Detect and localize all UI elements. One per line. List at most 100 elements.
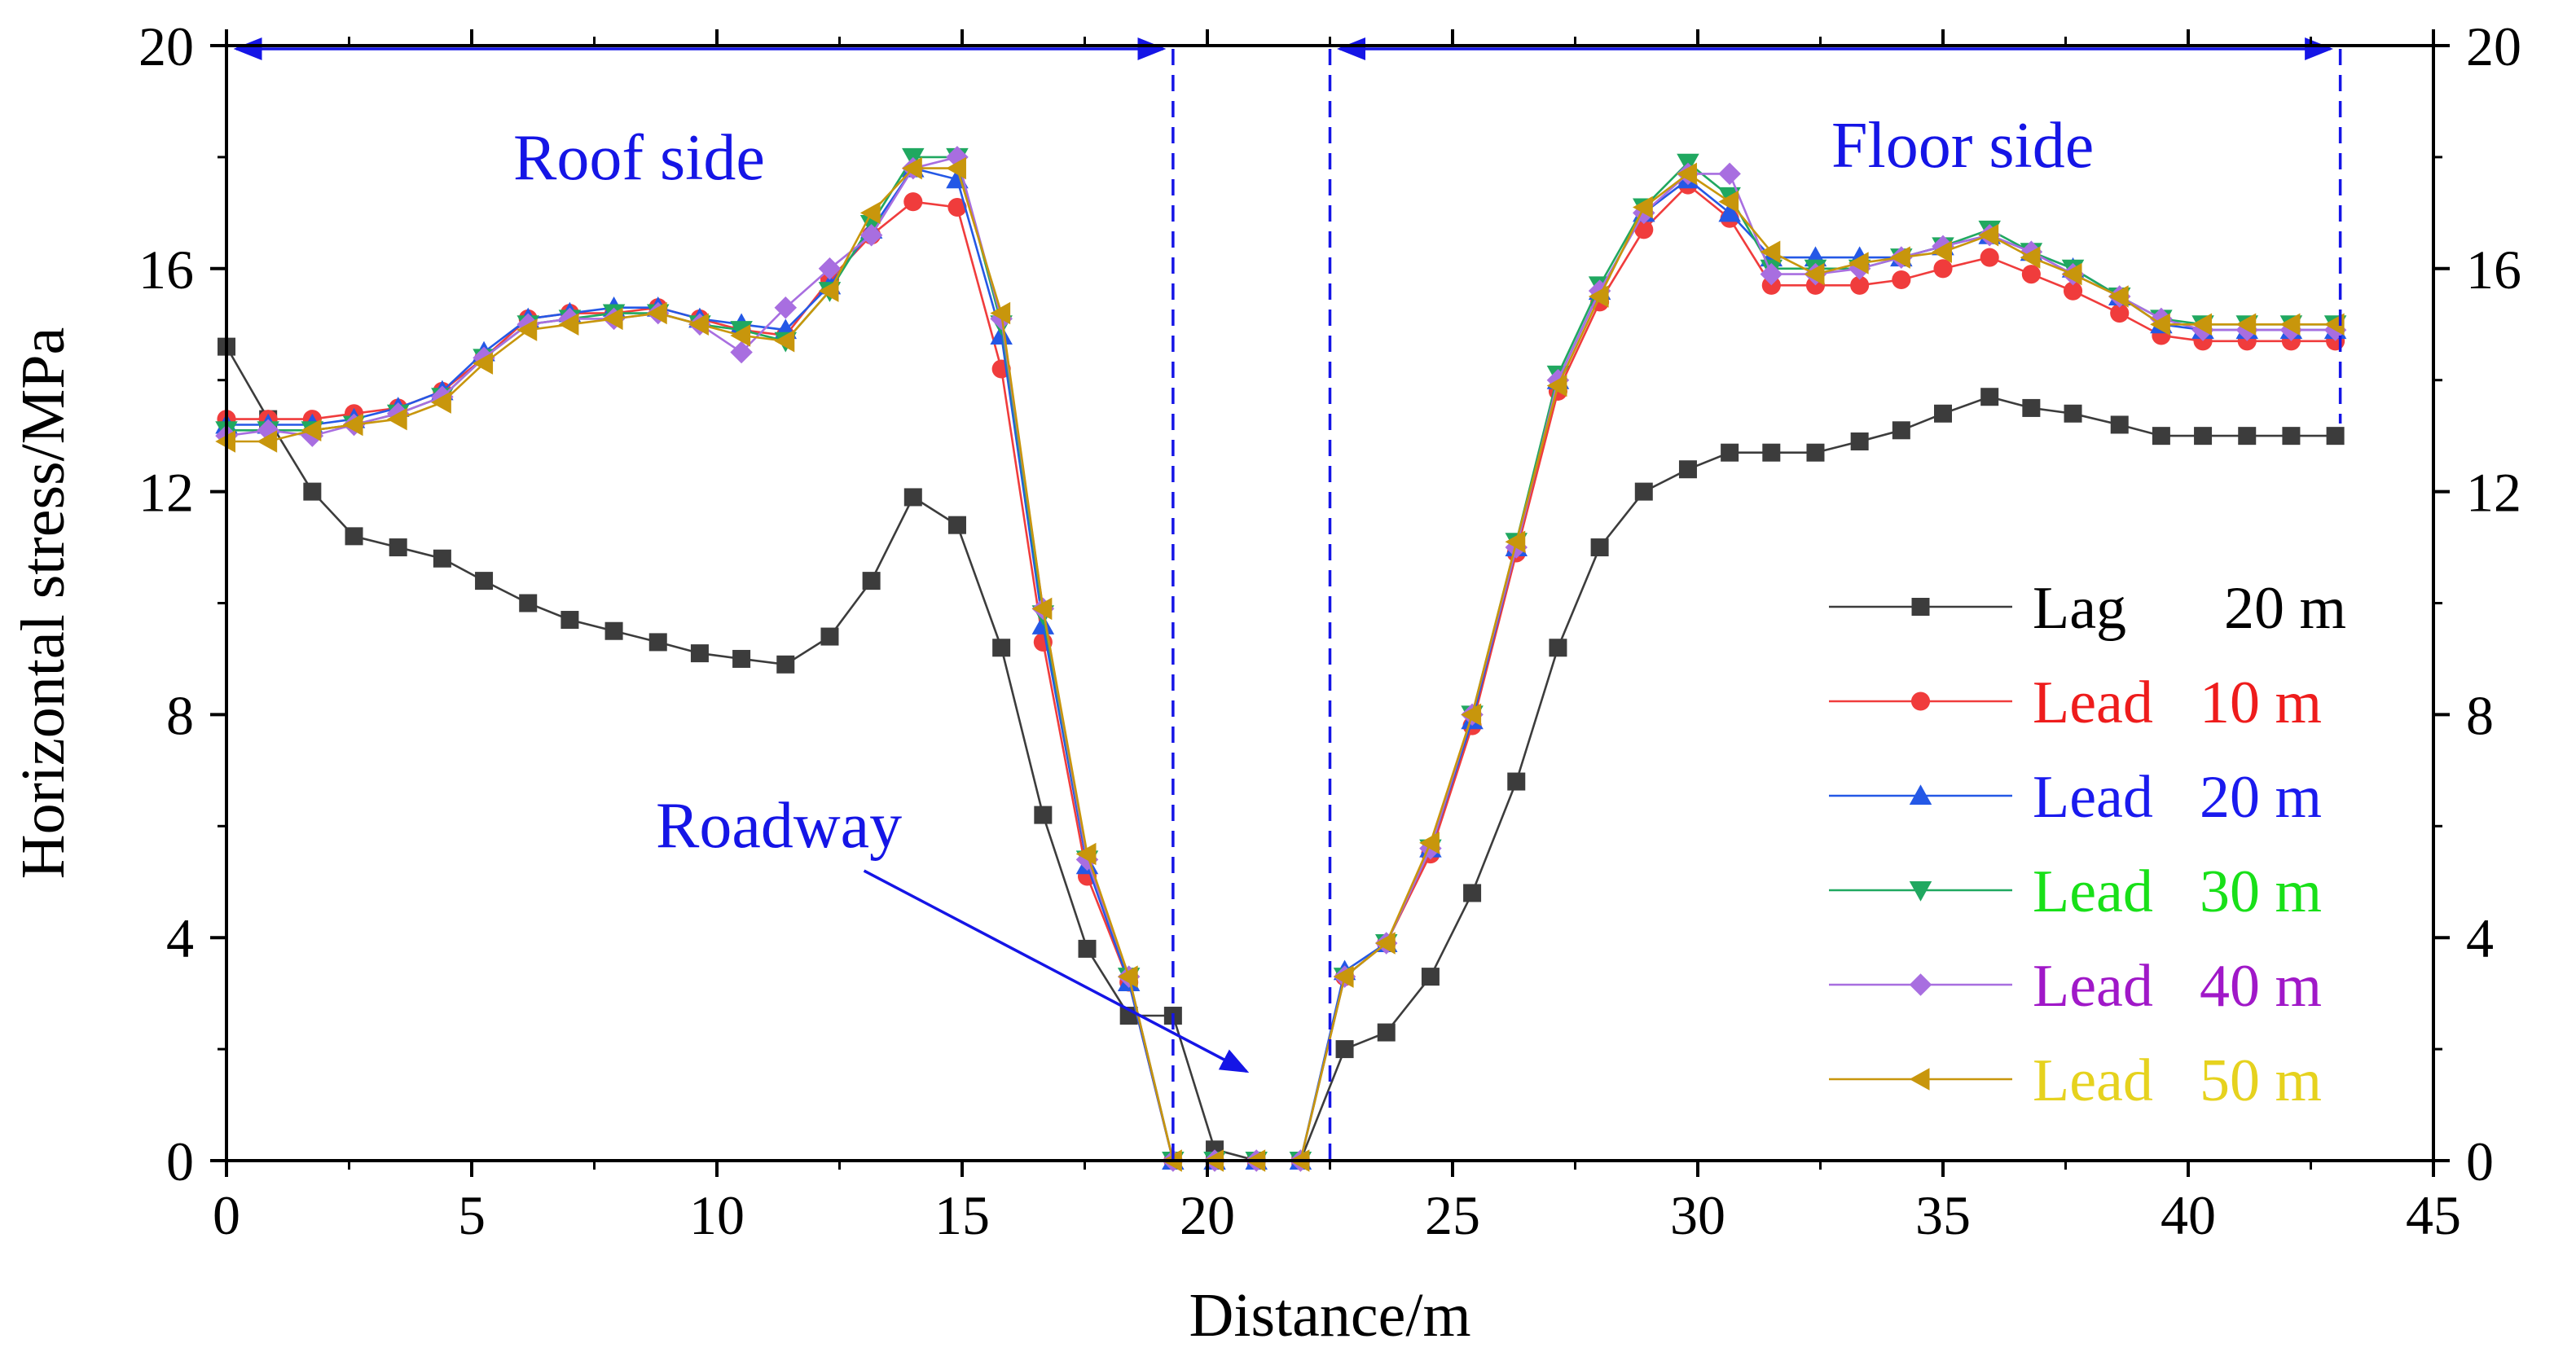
series-5-point bbox=[818, 279, 839, 302]
series-5-point bbox=[517, 318, 538, 341]
series-5-point bbox=[2191, 313, 2213, 336]
legend-marker bbox=[1909, 784, 1932, 805]
series-1-point bbox=[1892, 270, 1911, 290]
series-5-point bbox=[730, 324, 751, 347]
series-5-point bbox=[647, 301, 667, 325]
series-0-point bbox=[1721, 443, 1739, 462]
x-tick-label: 45 bbox=[2406, 1184, 2461, 1246]
series-3-line bbox=[226, 156, 2336, 1162]
series-0-point bbox=[1463, 884, 1482, 902]
series-2-line bbox=[226, 167, 2336, 1162]
series-5-point bbox=[1718, 190, 1739, 213]
series-0-point bbox=[648, 633, 667, 652]
legend-label: Lead 40 m bbox=[2033, 953, 2322, 1020]
x-tick-label: 15 bbox=[934, 1184, 990, 1246]
x-tick-label: 20 bbox=[1180, 1184, 1235, 1246]
series-0-point bbox=[1934, 404, 1952, 423]
legend-label: Lead 10 m bbox=[2033, 670, 2322, 736]
series-1-point bbox=[1634, 220, 1654, 239]
series-5-point bbox=[1075, 842, 1097, 866]
series-4-point bbox=[818, 257, 842, 280]
legend-value: 30 m bbox=[2200, 858, 2322, 925]
series-4-point bbox=[774, 296, 798, 319]
series-0-point bbox=[1762, 443, 1781, 462]
series-0-point bbox=[433, 549, 451, 568]
floor-side-label: Floor side bbox=[1831, 110, 2094, 182]
legend-item-1: Lead 10 m bbox=[1829, 670, 2322, 736]
series-5-point bbox=[946, 156, 966, 180]
series-5-point bbox=[1031, 597, 1053, 621]
series-0-point bbox=[2282, 427, 2301, 446]
legend-value: 50 m bbox=[2200, 1047, 2322, 1114]
series-5-point bbox=[2061, 262, 2082, 286]
legend-item-3: Lead 30 m bbox=[1829, 858, 2322, 925]
series-0-point bbox=[732, 649, 751, 668]
legend-item-4: Lead 40 m bbox=[1829, 953, 2322, 1020]
legend-marker bbox=[1910, 691, 1931, 711]
series-4-point bbox=[1760, 262, 1783, 286]
series-0-point bbox=[2238, 427, 2257, 446]
series-0-point bbox=[862, 572, 881, 590]
series-0-point bbox=[1377, 1023, 1396, 1042]
series-3-group bbox=[215, 147, 2347, 1172]
x-tick-label: 0 bbox=[213, 1184, 240, 1246]
series-0-point bbox=[2022, 398, 2041, 417]
legend-label: Lead 30 m bbox=[2033, 858, 2322, 925]
series-5-point bbox=[1890, 246, 1910, 269]
series-5-point bbox=[602, 307, 623, 331]
series-5-point bbox=[1374, 932, 1396, 955]
legend-value: 40 m bbox=[2200, 953, 2322, 1020]
series-0-point bbox=[604, 621, 623, 640]
legend-marker bbox=[1911, 598, 1930, 616]
series-5-point bbox=[1117, 965, 1138, 988]
series-5-point bbox=[558, 313, 579, 336]
legend-label: Lead 50 m bbox=[2033, 1047, 2322, 1114]
series-5-point bbox=[1588, 285, 1609, 308]
series-5-point bbox=[1677, 162, 1697, 186]
legend-item-0: Lag 20 m bbox=[1829, 575, 2346, 642]
series-5-point bbox=[473, 352, 494, 375]
series-5-point bbox=[386, 407, 407, 431]
series-1-point bbox=[1850, 275, 1870, 295]
legend-label: Lead 20 m bbox=[2033, 764, 2322, 831]
series-5-point bbox=[431, 391, 451, 414]
x-tick-label: 40 bbox=[2161, 1184, 2216, 1246]
y-tick-label-right: 0 bbox=[2466, 1131, 2494, 1192]
series-1-line bbox=[226, 183, 2336, 1162]
x-tick-label: 35 bbox=[1915, 1184, 1971, 1246]
series-0-point bbox=[303, 482, 322, 501]
series-0-line bbox=[225, 345, 2336, 1162]
series-0-point bbox=[389, 538, 407, 557]
series-0-point bbox=[2194, 427, 2213, 446]
legend-name: Lead bbox=[2033, 953, 2153, 1020]
series-5-point bbox=[774, 330, 795, 353]
x-tick-label: 10 bbox=[689, 1184, 745, 1246]
series-5-point bbox=[688, 313, 709, 336]
y-axis-label: Horizontal stress/MPa bbox=[9, 327, 77, 880]
series-5-point bbox=[859, 201, 881, 225]
legend-name: Lead bbox=[2033, 764, 2153, 831]
series-5-group bbox=[215, 156, 2345, 1172]
y-tick-label-left: 8 bbox=[166, 684, 194, 746]
series-0-point bbox=[776, 655, 795, 674]
series-5-point bbox=[2279, 313, 2301, 336]
legend-name: Lag bbox=[2033, 575, 2126, 642]
roadway-label: Roadway bbox=[656, 790, 902, 862]
series-0-point bbox=[1806, 443, 1825, 462]
legend-item-2: Lead 20 m bbox=[1829, 764, 2322, 831]
series-4-line bbox=[226, 156, 2336, 1162]
y-tick-label-right: 8 bbox=[2466, 684, 2494, 746]
series-5-point bbox=[902, 156, 922, 180]
legend-value: 10 m bbox=[2200, 670, 2322, 736]
series-0-point bbox=[475, 572, 494, 590]
legend-marker bbox=[1909, 881, 1932, 902]
series-1-point bbox=[1980, 248, 1999, 267]
series-5-point bbox=[1978, 223, 1999, 247]
series-5-point bbox=[257, 430, 278, 453]
series-4-point bbox=[859, 223, 883, 247]
series-0-point bbox=[947, 516, 966, 534]
series-0-point bbox=[560, 611, 579, 630]
series-0-point bbox=[903, 488, 922, 507]
series-1-point bbox=[1933, 259, 1953, 279]
legend-item-5: Lead 50 m bbox=[1829, 1047, 2322, 1114]
